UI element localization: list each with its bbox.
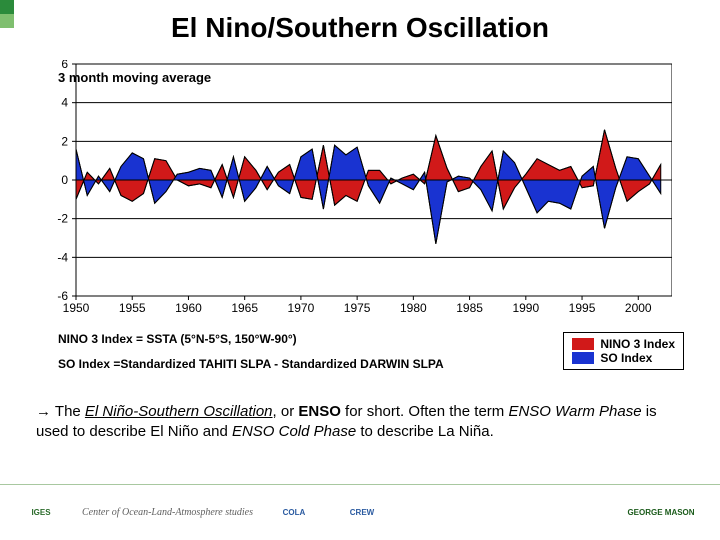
legend-item-nino3: NINO 3 Index	[572, 337, 675, 351]
body-text-seg: , or	[273, 403, 299, 420]
svg-text:2000: 2000	[625, 301, 652, 315]
enso-chart: -6-4-20246195019551960196519701975198019…	[48, 60, 672, 320]
index-definitions: NINO 3 Index = SSTA (5°N-5°S, 150°W-90°)…	[58, 330, 444, 374]
svg-text:1960: 1960	[175, 301, 202, 315]
svg-text:1950: 1950	[63, 301, 90, 315]
legend-swatch-soi	[572, 352, 594, 364]
chart-legend: NINO 3 Index SO Index	[563, 332, 684, 370]
legend-item-soi: SO Index	[572, 351, 675, 365]
cola-logo: COLA	[267, 497, 321, 529]
svg-text:1995: 1995	[569, 301, 596, 315]
svg-text:-2: -2	[57, 212, 68, 226]
body-text-enso-full: El Niño-Southern Oscillation	[85, 403, 273, 420]
svg-text:1990: 1990	[512, 301, 539, 315]
svg-text:2: 2	[61, 134, 68, 148]
soi-def: SO Index =Standardized TAHITI SLPA - Sta…	[58, 355, 444, 374]
arrow-icon: →	[36, 403, 51, 420]
body-text-seg: to describe La Niña.	[356, 423, 494, 440]
svg-text:6: 6	[61, 60, 68, 71]
slide-title: El Nino/Southern Oscillation	[0, 12, 720, 44]
body-text-seg: The	[55, 403, 85, 420]
body-text-warm: ENSO Warm Phase	[508, 403, 641, 420]
slide-footer: IGES Center of Ocean-Land-Atmosphere stu…	[0, 484, 720, 540]
legend-swatch-nino3	[572, 338, 594, 350]
legend-label-soi: SO Index	[600, 351, 652, 365]
iges-logo: IGES	[14, 497, 68, 529]
svg-text:1985: 1985	[456, 301, 483, 315]
svg-text:0: 0	[61, 173, 68, 187]
legend-label-nino3: NINO 3 Index	[600, 337, 675, 351]
svg-text:1975: 1975	[344, 301, 371, 315]
body-text-cold: ENSO Cold Phase	[232, 423, 356, 440]
nino3-def: NINO 3 Index = SSTA (5°N-5°S, 150°W-90°)	[58, 330, 444, 349]
enso-description: → The El Niño-Southern Oscillation, or E…	[36, 402, 684, 443]
svg-text:-4: -4	[57, 250, 68, 264]
svg-text:1955: 1955	[119, 301, 146, 315]
footer-center-caption: Center of Ocean-Land-Atmosphere studies	[82, 507, 253, 519]
footer-logos-left: IGES Center of Ocean-Land-Atmosphere stu…	[14, 497, 389, 529]
svg-text:1965: 1965	[231, 301, 258, 315]
footer-logos-right: GEORGE MASON	[616, 497, 706, 529]
gmu-logo: GEORGE MASON	[616, 497, 706, 529]
body-text-enso-short: ENSO	[298, 403, 341, 420]
svg-text:1970: 1970	[288, 301, 315, 315]
svg-text:1980: 1980	[400, 301, 427, 315]
crew-logo: CREW	[335, 497, 389, 529]
body-text-seg: for short. Often the term	[341, 403, 509, 420]
svg-text:4: 4	[61, 96, 68, 110]
